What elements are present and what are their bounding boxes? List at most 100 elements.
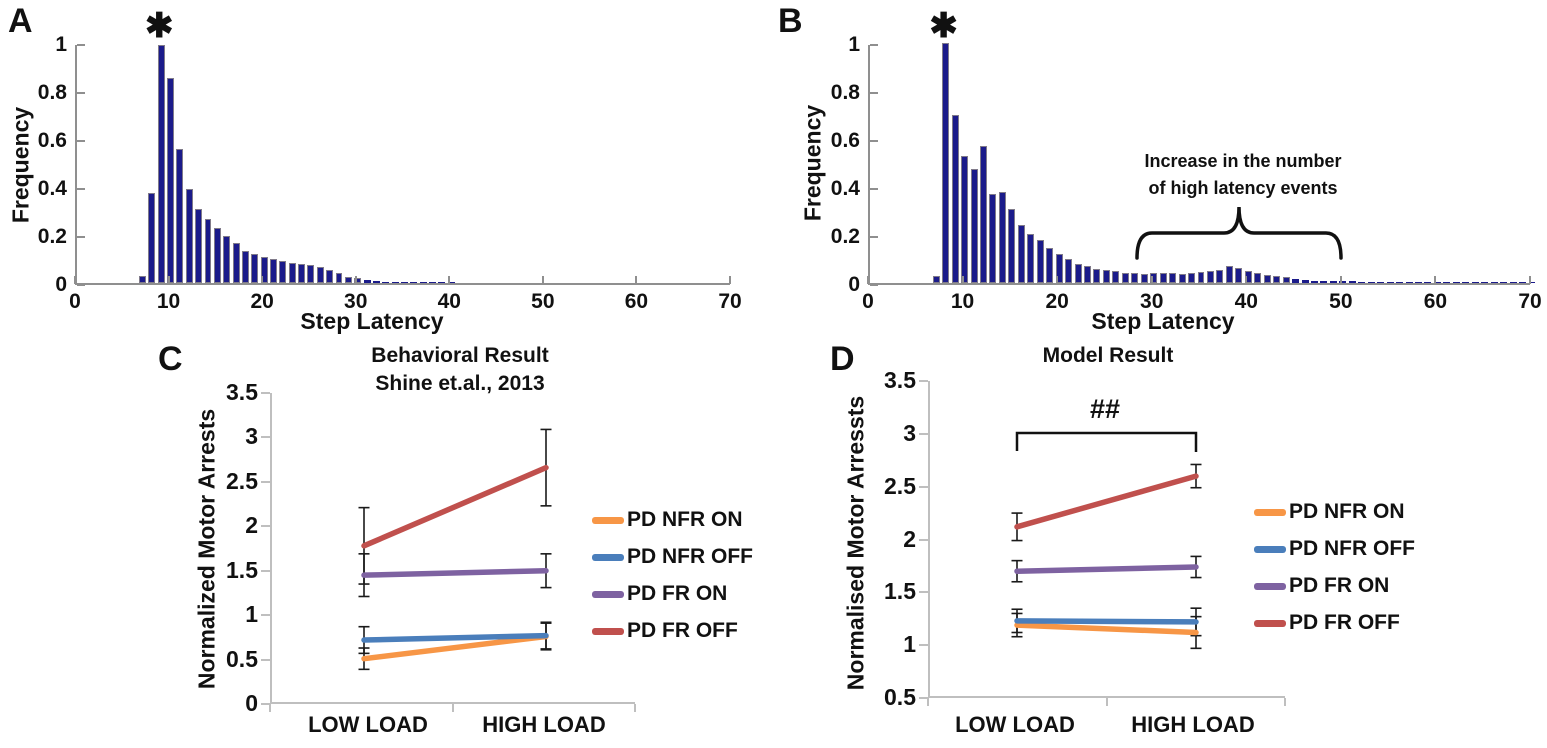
x-tick-label: 0 <box>69 290 81 313</box>
legend-item: PD FR OFF <box>592 619 738 643</box>
y-tick-mark <box>870 44 878 46</box>
y-tick-mark <box>261 569 270 572</box>
x-tick-mark <box>1339 276 1342 284</box>
histogram-bar <box>1452 282 1460 283</box>
x-tick-mark <box>1150 276 1153 284</box>
y-tick-mark <box>870 284 878 286</box>
histogram-bar <box>1481 282 1489 283</box>
histogram-bar <box>1377 281 1385 283</box>
y-tick-label: 2 <box>245 512 258 539</box>
y-tick-mark <box>919 697 928 699</box>
panel-b-xlabel: Step Latency <box>1091 308 1235 334</box>
histogram-bar <box>1027 233 1035 283</box>
histogram-bar <box>1273 275 1281 283</box>
histogram-bar <box>1386 281 1394 283</box>
x-tick-label: 70 <box>1518 290 1542 313</box>
y-tick-mark <box>870 236 878 238</box>
y-tick-mark <box>261 614 270 617</box>
histogram-bar <box>335 273 343 283</box>
legend-swatch-orange <box>1254 508 1286 516</box>
histogram-bar <box>1405 281 1413 283</box>
y-tick-label: 3.5 <box>226 379 258 405</box>
histogram-bar <box>1150 273 1158 283</box>
histogram-bar <box>932 275 940 283</box>
histogram-bar <box>401 281 408 283</box>
legend-item: PD NFR ON <box>592 508 743 532</box>
histogram-bar <box>942 43 950 283</box>
histogram-bar <box>1415 281 1422 283</box>
x-tick-label: 20 <box>1045 290 1069 313</box>
histogram-bar <box>1093 268 1101 283</box>
x-tick-mark <box>261 276 264 284</box>
histogram-bar <box>998 191 1006 283</box>
histogram-bar <box>970 169 978 283</box>
panel-d-title: Model Result <box>1042 344 1174 367</box>
x-tick-mark <box>1245 276 1248 284</box>
y-tick-label: 0.6 <box>37 129 67 152</box>
x-tick-mark <box>451 704 454 712</box>
y-tick-mark <box>77 140 85 142</box>
y-tick-label: 0.2 <box>37 225 67 248</box>
histogram-bar <box>1017 225 1025 283</box>
y-tick-mark <box>261 392 270 394</box>
high-latency-annotation-line1: Increase in the number <box>1144 151 1342 171</box>
histogram-bar <box>139 275 146 283</box>
y-tick-mark <box>919 432 928 435</box>
y-tick-label: 2 <box>903 525 916 552</box>
y-tick-label: 3 <box>903 419 916 446</box>
legend-label: PD FR ON <box>1289 574 1390 597</box>
x-tick-label: 60 <box>1423 290 1448 313</box>
histogram-bar <box>1471 282 1479 283</box>
y-tick-mark <box>77 236 85 238</box>
histogram-bar <box>354 278 362 283</box>
star-annotation: ✱ <box>144 7 174 45</box>
legend-swatch-red <box>592 627 624 635</box>
y-tick-label: 0.8 <box>37 81 67 104</box>
histogram-bar <box>298 263 306 283</box>
histogram-bar <box>1036 239 1044 283</box>
y-tick-label: 0.2 <box>830 225 860 248</box>
y-tick-label: 0.6 <box>830 129 860 152</box>
legend-item: PD NFR OFF <box>592 545 753 569</box>
histogram-bar <box>1084 266 1091 283</box>
histogram-bar <box>1178 274 1186 283</box>
histogram-bar <box>1197 272 1205 283</box>
histogram-bar <box>961 155 969 283</box>
x-tick-mark <box>541 276 544 284</box>
panel-a-label: A <box>8 2 33 40</box>
y-tick-mark <box>77 284 85 286</box>
x-tick-mark <box>635 276 638 284</box>
legend-item: PD NFR OFF <box>1254 537 1415 561</box>
histogram-bar <box>1367 281 1375 283</box>
histogram-bar <box>391 281 399 283</box>
histogram-bar <box>1254 273 1262 283</box>
panel-a-plot <box>75 45 730 285</box>
y-tick-mark <box>261 525 270 528</box>
histogram-bar <box>1046 248 1054 283</box>
histogram-bar <box>1396 281 1404 283</box>
y-tick-label: 1.5 <box>226 556 258 583</box>
y-tick-mark <box>261 480 270 483</box>
x-tick-label: 50 <box>531 290 555 313</box>
histogram-bar <box>1131 273 1139 283</box>
histogram-bar <box>176 148 184 283</box>
histogram-bar <box>213 227 221 283</box>
histogram-bar <box>1310 280 1318 283</box>
panel-b-label: B <box>778 2 803 40</box>
y-tick-label: 2.5 <box>884 472 916 499</box>
histogram-bar <box>1358 281 1366 283</box>
x-tick-mark <box>961 276 964 284</box>
histogram-bar <box>223 236 231 283</box>
y-tick-label: 0 <box>848 273 860 296</box>
y-tick-mark <box>870 92 878 94</box>
x-tick-label: 50 <box>1329 290 1353 313</box>
y-tick-mark <box>870 188 878 190</box>
histogram-bar <box>1443 281 1451 283</box>
histogram-bar <box>1301 280 1309 283</box>
histogram-bar <box>429 282 437 283</box>
histogram-bar <box>410 282 418 283</box>
x-tick-label: 30 <box>344 290 368 313</box>
histogram-bar <box>344 277 352 283</box>
histogram-bar <box>1462 282 1470 283</box>
histogram-bar <box>1433 281 1441 283</box>
